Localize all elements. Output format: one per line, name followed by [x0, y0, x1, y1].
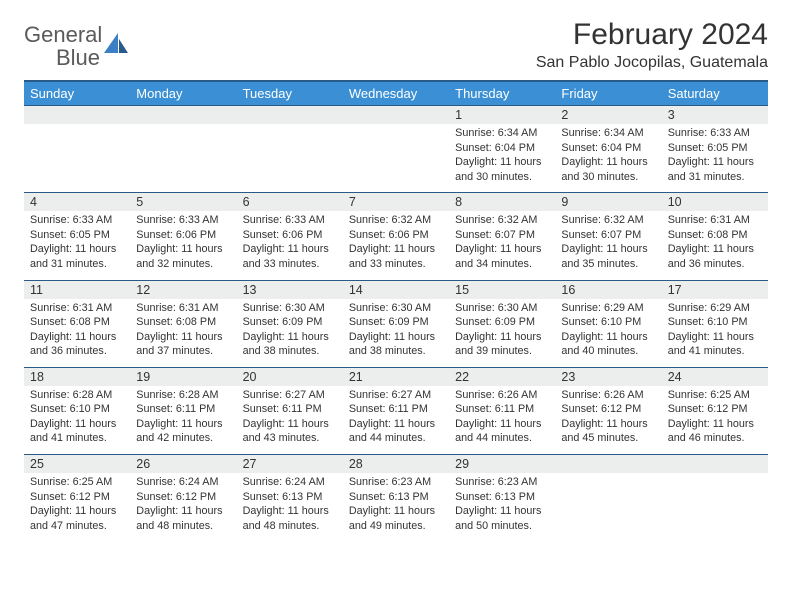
day-detail-cell: Sunrise: 6:28 AMSunset: 6:11 PMDaylight:…: [130, 386, 236, 455]
day-number-cell: 17: [662, 280, 768, 299]
location-subtitle: San Pablo Jocopilas, Guatemala: [536, 54, 768, 72]
day-detail-cell: Sunrise: 6:26 AMSunset: 6:12 PMDaylight:…: [555, 386, 661, 455]
day-detail-cell: Sunrise: 6:25 AMSunset: 6:12 PMDaylight:…: [24, 473, 130, 541]
day-number-cell: 21: [343, 367, 449, 386]
day-number-cell: 25: [24, 455, 130, 474]
day-detail-cell: Sunrise: 6:23 AMSunset: 6:13 PMDaylight:…: [449, 473, 555, 541]
day-detail-cell: Sunrise: 6:24 AMSunset: 6:12 PMDaylight:…: [130, 473, 236, 541]
day-header: Monday: [130, 81, 236, 106]
day-header-row: SundayMondayTuesdayWednesdayThursdayFrid…: [24, 81, 768, 106]
daynum-row: 18192021222324: [24, 367, 768, 386]
day-number-cell: 29: [449, 455, 555, 474]
day-number-cell: 15: [449, 280, 555, 299]
day-number-cell: [662, 455, 768, 474]
day-number-cell: 27: [237, 455, 343, 474]
day-detail-cell: Sunrise: 6:23 AMSunset: 6:13 PMDaylight:…: [343, 473, 449, 541]
detail-row: Sunrise: 6:33 AMSunset: 6:05 PMDaylight:…: [24, 211, 768, 280]
day-number-cell: 11: [24, 280, 130, 299]
day-detail-cell: Sunrise: 6:30 AMSunset: 6:09 PMDaylight:…: [237, 299, 343, 368]
day-number-cell: [343, 106, 449, 125]
day-detail-cell: Sunrise: 6:26 AMSunset: 6:11 PMDaylight:…: [449, 386, 555, 455]
day-detail-cell: Sunrise: 6:32 AMSunset: 6:07 PMDaylight:…: [449, 211, 555, 280]
daynum-row: 45678910: [24, 193, 768, 212]
day-detail-cell: Sunrise: 6:34 AMSunset: 6:04 PMDaylight:…: [555, 124, 661, 193]
day-detail-cell: Sunrise: 6:30 AMSunset: 6:09 PMDaylight:…: [343, 299, 449, 368]
header: General Blue February 2024 San Pablo Joc…: [24, 18, 768, 72]
brand-name-1: General: [24, 22, 102, 47]
day-number-cell: 13: [237, 280, 343, 299]
day-number-cell: 4: [24, 193, 130, 212]
brand-sail-icon: [104, 31, 130, 60]
day-number-cell: 20: [237, 367, 343, 386]
daynum-row: 11121314151617: [24, 280, 768, 299]
day-number-cell: 28: [343, 455, 449, 474]
day-header: Wednesday: [343, 81, 449, 106]
daynum-row: 123: [24, 106, 768, 125]
day-header: Tuesday: [237, 81, 343, 106]
day-header: Sunday: [24, 81, 130, 106]
day-detail-cell: [130, 124, 236, 193]
day-number-cell: [237, 106, 343, 125]
day-number-cell: 19: [130, 367, 236, 386]
day-number-cell: [555, 455, 661, 474]
day-number-cell: 9: [555, 193, 661, 212]
day-number-cell: 12: [130, 280, 236, 299]
day-number-cell: 14: [343, 280, 449, 299]
day-header: Friday: [555, 81, 661, 106]
day-detail-cell: Sunrise: 6:29 AMSunset: 6:10 PMDaylight:…: [662, 299, 768, 368]
day-detail-cell: Sunrise: 6:30 AMSunset: 6:09 PMDaylight:…: [449, 299, 555, 368]
day-number-cell: 24: [662, 367, 768, 386]
day-number-cell: 5: [130, 193, 236, 212]
day-number-cell: 26: [130, 455, 236, 474]
day-detail-cell: Sunrise: 6:31 AMSunset: 6:08 PMDaylight:…: [130, 299, 236, 368]
day-detail-cell: Sunrise: 6:33 AMSunset: 6:06 PMDaylight:…: [130, 211, 236, 280]
day-detail-cell: Sunrise: 6:33 AMSunset: 6:05 PMDaylight:…: [24, 211, 130, 280]
day-detail-cell: Sunrise: 6:32 AMSunset: 6:07 PMDaylight:…: [555, 211, 661, 280]
detail-row: Sunrise: 6:28 AMSunset: 6:10 PMDaylight:…: [24, 386, 768, 455]
day-number-cell: [24, 106, 130, 125]
day-detail-cell: [343, 124, 449, 193]
day-detail-cell: Sunrise: 6:25 AMSunset: 6:12 PMDaylight:…: [662, 386, 768, 455]
detail-row: Sunrise: 6:34 AMSunset: 6:04 PMDaylight:…: [24, 124, 768, 193]
day-detail-cell: Sunrise: 6:24 AMSunset: 6:13 PMDaylight:…: [237, 473, 343, 541]
day-number-cell: 8: [449, 193, 555, 212]
day-number-cell: 23: [555, 367, 661, 386]
daynum-row: 2526272829: [24, 455, 768, 474]
day-number-cell: 18: [24, 367, 130, 386]
day-detail-cell: Sunrise: 6:27 AMSunset: 6:11 PMDaylight:…: [237, 386, 343, 455]
day-detail-cell: [555, 473, 661, 541]
day-number-cell: 6: [237, 193, 343, 212]
brand-logo: General Blue: [24, 24, 130, 70]
day-number-cell: 16: [555, 280, 661, 299]
day-detail-cell: Sunrise: 6:31 AMSunset: 6:08 PMDaylight:…: [662, 211, 768, 280]
brand-name-2: Blue: [56, 45, 100, 70]
day-detail-cell: Sunrise: 6:28 AMSunset: 6:10 PMDaylight:…: [24, 386, 130, 455]
detail-row: Sunrise: 6:31 AMSunset: 6:08 PMDaylight:…: [24, 299, 768, 368]
day-number-cell: 22: [449, 367, 555, 386]
day-number-cell: [130, 106, 236, 125]
calendar-table: SundayMondayTuesdayWednesdayThursdayFrid…: [24, 80, 768, 541]
detail-row: Sunrise: 6:25 AMSunset: 6:12 PMDaylight:…: [24, 473, 768, 541]
day-detail-cell: Sunrise: 6:31 AMSunset: 6:08 PMDaylight:…: [24, 299, 130, 368]
day-header: Saturday: [662, 81, 768, 106]
day-detail-cell: Sunrise: 6:29 AMSunset: 6:10 PMDaylight:…: [555, 299, 661, 368]
day-detail-cell: Sunrise: 6:27 AMSunset: 6:11 PMDaylight:…: [343, 386, 449, 455]
day-detail-cell: Sunrise: 6:33 AMSunset: 6:06 PMDaylight:…: [237, 211, 343, 280]
day-detail-cell: [24, 124, 130, 193]
day-number-cell: 1: [449, 106, 555, 125]
day-detail-cell: [237, 124, 343, 193]
day-number-cell: 10: [662, 193, 768, 212]
day-number-cell: 3: [662, 106, 768, 125]
day-detail-cell: Sunrise: 6:34 AMSunset: 6:04 PMDaylight:…: [449, 124, 555, 193]
day-detail-cell: Sunrise: 6:32 AMSunset: 6:06 PMDaylight:…: [343, 211, 449, 280]
month-title: February 2024: [536, 18, 768, 52]
day-header: Thursday: [449, 81, 555, 106]
day-number-cell: 7: [343, 193, 449, 212]
day-number-cell: 2: [555, 106, 661, 125]
day-detail-cell: [662, 473, 768, 541]
day-detail-cell: Sunrise: 6:33 AMSunset: 6:05 PMDaylight:…: [662, 124, 768, 193]
